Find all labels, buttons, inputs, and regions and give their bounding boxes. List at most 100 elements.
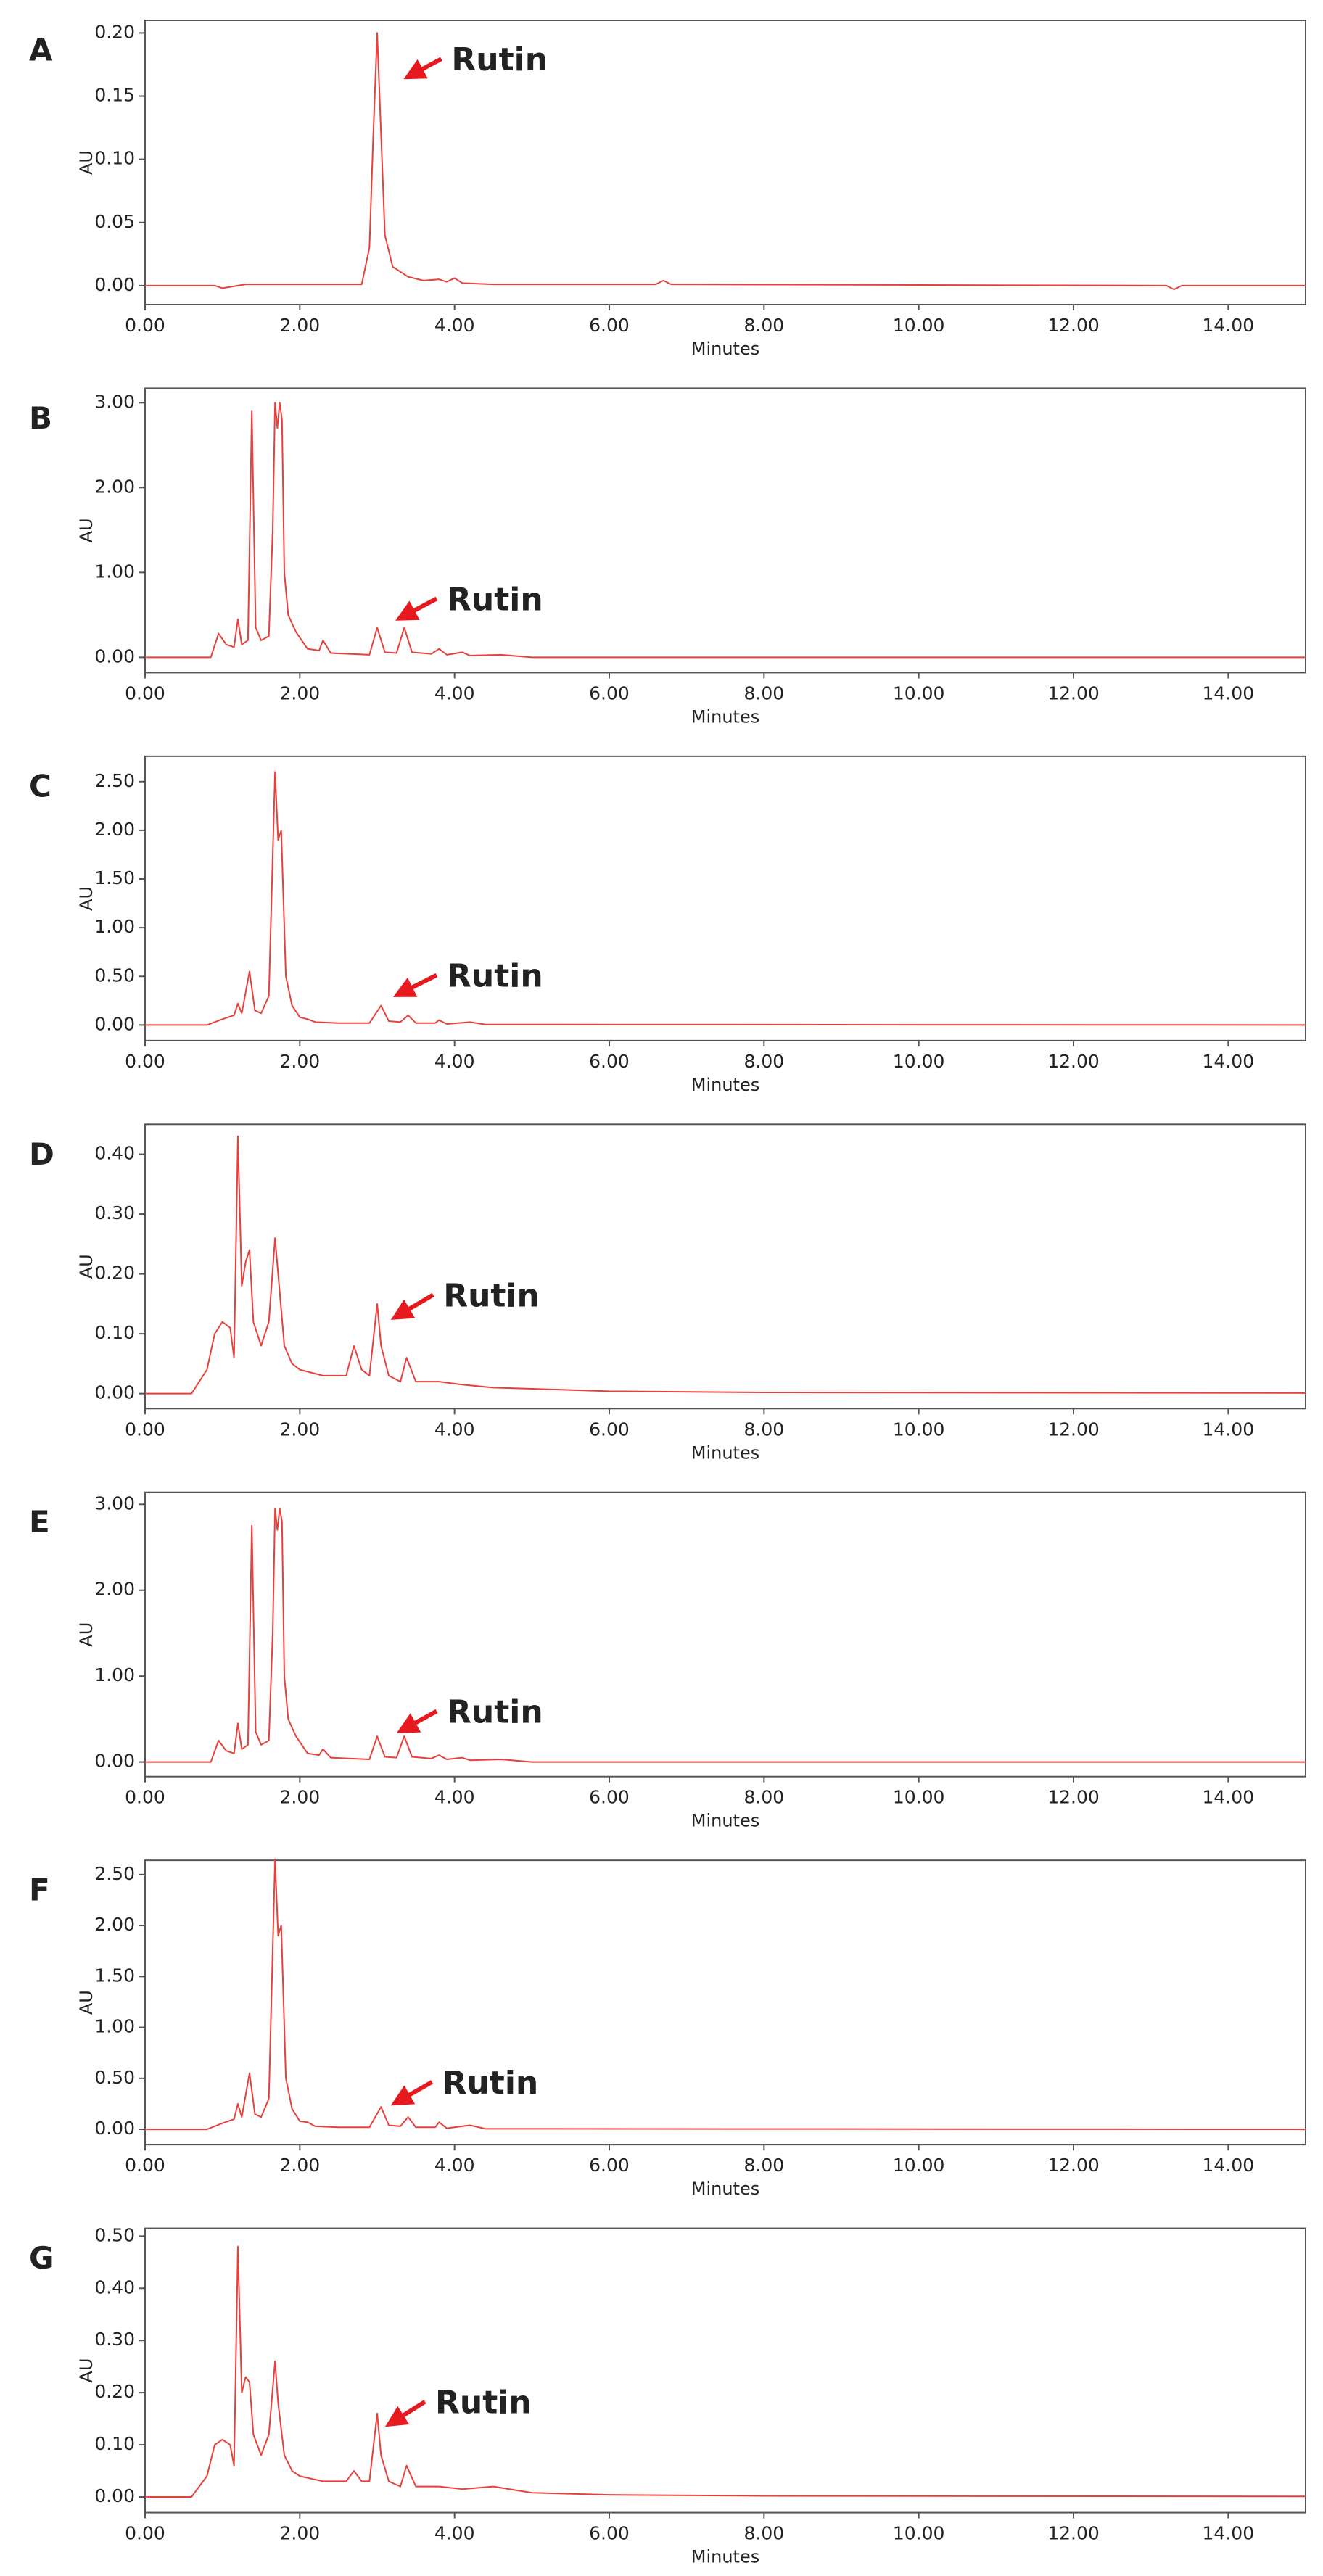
x-tick-label: 14.00 bbox=[1203, 682, 1255, 703]
y-tick-label: 1.00 bbox=[94, 1664, 135, 1685]
y-tick-label: 2.00 bbox=[94, 476, 135, 497]
y-tick-label: 0.15 bbox=[94, 85, 135, 106]
y-tick-label: 0.00 bbox=[94, 2118, 135, 2139]
y-tick-label: 2.00 bbox=[94, 1579, 135, 1600]
annotation-arrow bbox=[384, 2400, 426, 2427]
annotation-arrow bbox=[390, 1292, 434, 1320]
y-tick-label: 1.00 bbox=[94, 561, 135, 582]
x-tick-label: 12.00 bbox=[1047, 1051, 1100, 1072]
chromatogram-line bbox=[145, 32, 1306, 291]
x-tick-label: 6.00 bbox=[589, 1051, 630, 1072]
chromatogram-line bbox=[145, 1135, 1306, 1395]
x-tick-label: 8.00 bbox=[743, 682, 784, 703]
y-tick-label: 3.00 bbox=[94, 391, 135, 412]
y-tick-label: 0.10 bbox=[94, 2433, 135, 2454]
x-tick-label: 14.00 bbox=[1203, 2155, 1255, 2176]
plot-frame bbox=[144, 387, 1306, 674]
x-tick-label: 8.00 bbox=[743, 1787, 784, 1808]
y-tick-label: 3.00 bbox=[94, 1493, 135, 1514]
panel-label: G bbox=[29, 2240, 54, 2276]
chart-panel: F AU Minutes 0.00 0.50 1.00 1.50 2.00 2.50 0.00 2.… bbox=[29, 1858, 1306, 2199]
y-tick-label: 2.00 bbox=[94, 1914, 135, 1935]
x-tick-label: 4.00 bbox=[434, 682, 475, 703]
panel-label: C bbox=[29, 768, 51, 804]
y-tick-label: 0.00 bbox=[94, 2485, 135, 2506]
x-tick-label: 8.00 bbox=[743, 1051, 784, 1072]
y-tick-label: 0.00 bbox=[94, 1382, 135, 1403]
y-tick-label: 1.00 bbox=[94, 2016, 135, 2037]
x-tick-label: 0.00 bbox=[125, 2155, 165, 2176]
y-axis-label: AU bbox=[76, 1990, 96, 2015]
y-tick-label: 1.50 bbox=[94, 1965, 135, 1986]
y-tick-label: 0.10 bbox=[94, 1322, 135, 1343]
y-tick-label: 0.30 bbox=[94, 2329, 135, 2350]
annotation-arrow bbox=[390, 2080, 434, 2106]
x-tick-label: 2.00 bbox=[279, 2523, 320, 2544]
x-tick-label: 14.00 bbox=[1203, 1787, 1255, 1808]
x-axis-label: Minutes bbox=[691, 2179, 759, 2199]
x-tick-label: 12.00 bbox=[1047, 2155, 1100, 2176]
annotation-arrow bbox=[392, 973, 438, 997]
annotation: Rutin bbox=[447, 581, 543, 618]
x-tick-label: 6.00 bbox=[589, 682, 630, 703]
x-tick-label: 2.00 bbox=[279, 682, 320, 703]
x-tick-label: 8.00 bbox=[743, 2155, 784, 2176]
y-tick-label: 2.50 bbox=[94, 770, 135, 791]
chart-panel: D AU Minutes 0.00 0.10 0.20 0.30 0.40 0.00 2.00 4.… bbox=[29, 1123, 1306, 1463]
x-tick-label: 0.00 bbox=[125, 2523, 165, 2544]
x-tick-label: 12.00 bbox=[1047, 1787, 1100, 1808]
x-axis-label: Minutes bbox=[691, 339, 759, 359]
x-tick-label: 0.00 bbox=[125, 1051, 165, 1072]
y-tick-label: 0.20 bbox=[94, 2381, 135, 2402]
panel-label: B bbox=[29, 400, 52, 436]
annotation: Rutin bbox=[435, 2385, 532, 2422]
x-tick-label: 6.00 bbox=[589, 2523, 630, 2544]
y-tick-label: 0.50 bbox=[94, 965, 135, 986]
plot-frame bbox=[144, 1123, 1306, 1410]
y-tick-label: 0.00 bbox=[94, 645, 135, 666]
x-tick-label: 4.00 bbox=[434, 2523, 475, 2544]
plot-frame bbox=[144, 20, 1306, 305]
chromatogram-line bbox=[145, 2245, 1306, 2498]
y-axis-label: AU bbox=[76, 518, 96, 542]
x-tick-label: 4.00 bbox=[434, 2155, 475, 2176]
y-tick-label: 1.00 bbox=[94, 916, 135, 937]
y-axis-label: AU bbox=[76, 886, 96, 911]
x-tick-label: 4.00 bbox=[434, 1419, 475, 1440]
x-tick-label: 2.00 bbox=[279, 315, 320, 336]
annotation: Rutin bbox=[447, 1693, 543, 1730]
x-tick-label: 12.00 bbox=[1047, 315, 1100, 336]
annotation: Rutin bbox=[442, 2065, 539, 2102]
x-tick-label: 6.00 bbox=[589, 1787, 630, 1808]
x-tick-label: 0.00 bbox=[125, 1787, 165, 1808]
x-tick-label: 6.00 bbox=[589, 2155, 630, 2176]
x-tick-label: 12.00 bbox=[1047, 2523, 1100, 2544]
x-tick-label: 10.00 bbox=[893, 2155, 945, 2176]
x-tick-label: 4.00 bbox=[434, 1051, 475, 1072]
x-tick-label: 14.00 bbox=[1203, 1419, 1255, 1440]
x-tick-label: 10.00 bbox=[893, 2523, 945, 2544]
y-tick-label: 0.40 bbox=[94, 1143, 135, 1164]
x-tick-label: 10.00 bbox=[893, 682, 945, 703]
y-tick-label: 2.50 bbox=[94, 1863, 135, 1884]
x-axis-label: Minutes bbox=[691, 1075, 759, 1095]
chart-panel: G AU Minutes 0.00 0.10 0.20 0.30 0.40 0.50 0.00 2.… bbox=[29, 2224, 1306, 2567]
x-tick-label: 10.00 bbox=[893, 315, 945, 336]
y-tick-label: 0.20 bbox=[94, 21, 135, 42]
x-tick-label: 10.00 bbox=[893, 1419, 945, 1440]
x-axis-label: Minutes bbox=[691, 2547, 759, 2567]
annotation: Rutin bbox=[447, 958, 543, 995]
x-tick-label: 8.00 bbox=[743, 2523, 784, 2544]
y-tick-label: 0.50 bbox=[94, 2224, 135, 2245]
x-axis-label: Minutes bbox=[691, 706, 759, 727]
chart-panel: A AU Minutes 0.00 0.05 0.10 0.15 0.20 0.00 2.00 4.… bbox=[29, 20, 1306, 359]
chart-panel: B AU Minutes 0.00 1.00 2.00 3.00 0.00 2.00 4.00 6.… bbox=[29, 387, 1306, 727]
y-axis-label: AU bbox=[76, 2358, 96, 2383]
y-tick-label: 1.50 bbox=[94, 867, 135, 888]
x-axis-label: Minutes bbox=[691, 1811, 759, 1831]
chromatogram-line bbox=[145, 1508, 1306, 1763]
x-tick-label: 0.00 bbox=[125, 682, 165, 703]
x-tick-label: 6.00 bbox=[589, 1419, 630, 1440]
